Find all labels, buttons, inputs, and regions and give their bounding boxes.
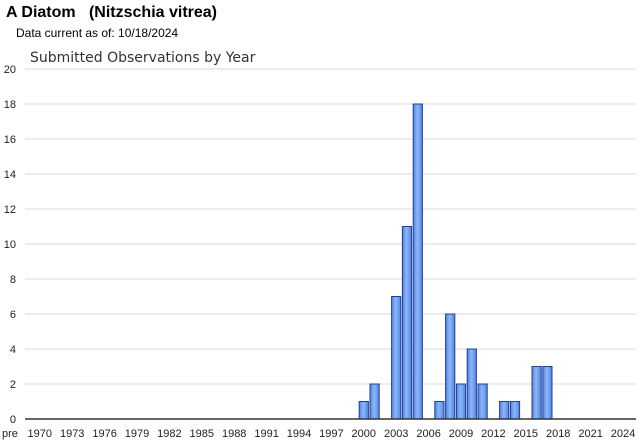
x-tick-label-2000: 2000 bbox=[352, 428, 376, 440]
bar-2004 bbox=[401, 226, 413, 420]
bar-2001 bbox=[369, 383, 380, 420]
x-tick-label-1985: 1985 bbox=[190, 428, 214, 440]
x-tick-label-1991: 1991 bbox=[254, 428, 278, 440]
bar-2010 bbox=[466, 348, 477, 420]
bar-2009 bbox=[455, 383, 467, 420]
x-tick-label-2003: 2003 bbox=[384, 428, 408, 440]
x-tick-label-1994: 1994 bbox=[287, 428, 311, 440]
y-tick-label-4: 4 bbox=[10, 344, 16, 356]
bar-2013 bbox=[499, 401, 510, 420]
x-tick-label-1973: 1973 bbox=[60, 428, 84, 440]
x-tick-label-2012: 2012 bbox=[481, 428, 505, 440]
x-tick-label-1982: 1982 bbox=[157, 428, 181, 440]
x-tick-label-1976: 1976 bbox=[92, 428, 116, 440]
data-current-label: Data current as of: 10/18/2024 bbox=[16, 26, 179, 40]
bar-2000 bbox=[358, 401, 369, 420]
x-tick-label-2018: 2018 bbox=[546, 428, 570, 440]
x-tick-label-1970: 1970 bbox=[28, 428, 52, 440]
bar-2017 bbox=[542, 366, 553, 420]
x-tick-label-pre: pre bbox=[2, 428, 18, 440]
y-axis-ticks: 0 2 4 6 8 10 12 14 16 18 20 bbox=[4, 64, 16, 426]
species-title: A Diatom (Nitzschia vitrea) bbox=[6, 4, 218, 21]
x-axis-ticks: pre 1970 1973 1976 1979 1982 1985 1988 1991 1994 1… bbox=[2, 428, 635, 440]
bar-2014 bbox=[509, 401, 521, 420]
bar-2005 bbox=[412, 103, 423, 420]
x-tick-label-2015: 2015 bbox=[514, 428, 538, 440]
bars bbox=[358, 103, 553, 420]
y-tick-label-12: 12 bbox=[4, 204, 16, 216]
bar-2016 bbox=[531, 366, 542, 420]
grid-lines bbox=[25, 68, 636, 385]
y-tick-label-10: 10 bbox=[4, 239, 16, 251]
x-tick-label-2024: 2024 bbox=[611, 428, 635, 440]
x-tick-label-2009: 2009 bbox=[449, 428, 473, 440]
y-tick-label-6: 6 bbox=[10, 309, 16, 321]
y-tick-label-18: 18 bbox=[4, 99, 16, 111]
bar-2008 bbox=[445, 313, 456, 420]
y-tick-label-0: 0 bbox=[10, 414, 16, 426]
y-tick-label-14: 14 bbox=[4, 169, 16, 181]
x-tick-label-2021: 2021 bbox=[578, 428, 602, 440]
x-tick-label-1997: 1997 bbox=[319, 428, 343, 440]
y-tick-label-8: 8 bbox=[10, 274, 16, 286]
chart-title: Submitted Observations by Year bbox=[30, 50, 256, 66]
y-tick-label-16: 16 bbox=[4, 134, 16, 146]
y-tick-label-20: 20 bbox=[4, 64, 16, 76]
bar-2003 bbox=[391, 296, 402, 420]
x-tick-label-1988: 1988 bbox=[222, 428, 246, 440]
bar-2011 bbox=[477, 383, 488, 420]
y-tick-label-2: 2 bbox=[10, 379, 16, 391]
x-tick-label-1979: 1979 bbox=[125, 428, 149, 440]
x-tick-label-2006: 2006 bbox=[416, 428, 440, 440]
bar-2007 bbox=[434, 401, 445, 420]
